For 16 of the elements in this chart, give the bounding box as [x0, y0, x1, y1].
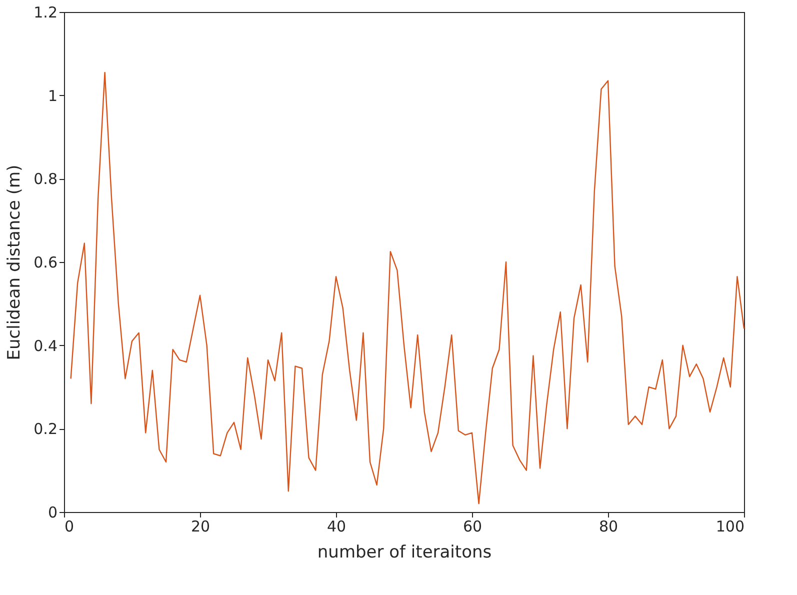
y-tick-label: 1.2: [34, 4, 58, 22]
x-tick-label: 80: [598, 518, 618, 536]
y-axis-title: Euclidean distance (m): [4, 164, 25, 360]
y-tick-label: 0.2: [34, 420, 58, 438]
y-tick-label: 0.8: [34, 170, 58, 188]
x-axis-title: number of iteraitons: [317, 542, 492, 562]
line-series: [70, 72, 745, 504]
y-tick-label: 0: [48, 504, 58, 522]
x-tick-label: 20: [190, 518, 210, 536]
y-tick-label: 0.6: [34, 254, 58, 272]
x-tick-label: 60: [462, 518, 482, 536]
y-tick-label: 0.4: [34, 336, 58, 355]
x-tick-label: 100: [716, 518, 744, 536]
y-tick-label: 1: [48, 86, 58, 105]
x-tick-label: 40: [326, 518, 346, 536]
x-tick-label: 0: [64, 518, 74, 536]
